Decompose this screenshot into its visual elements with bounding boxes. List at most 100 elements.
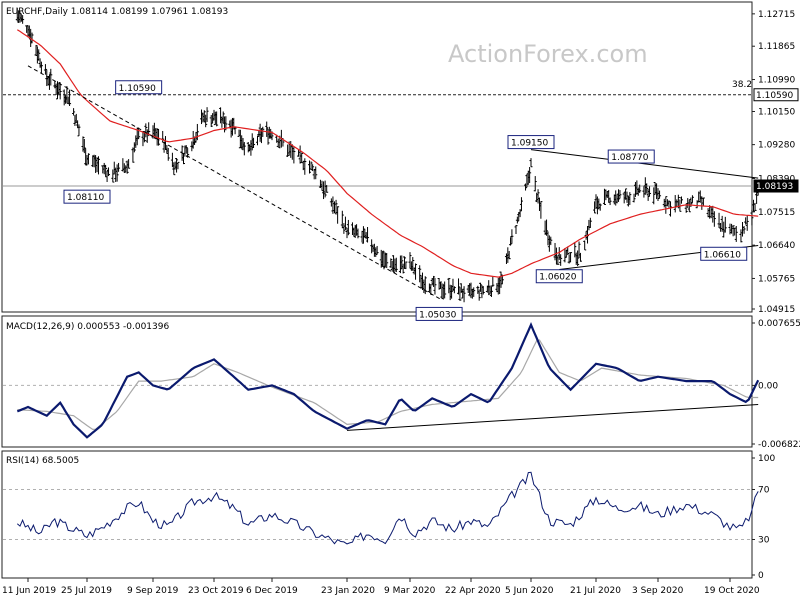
price-label-text: 1.05030	[419, 310, 456, 320]
ohlc-bar	[375, 245, 379, 255]
ohlc-bar	[72, 108, 76, 116]
ohlc-bar	[739, 229, 743, 243]
ohlc-bar	[578, 252, 582, 262]
ohlc-bar	[182, 153, 185, 165]
indicator-lines-layer	[16, 29, 760, 545]
price-label-box	[700, 246, 748, 261]
ohlc-bar	[242, 142, 246, 156]
axes-layer: 1.12715 1.11865 1.10990 1.10150 1.09280 1.083…	[2, 10, 800, 596]
watermark-text: ActionForex.com	[448, 40, 648, 68]
x-tick-label: 25 Jul 2019	[61, 586, 112, 596]
ohlc-bar	[221, 111, 225, 124]
ohlc-bar	[261, 126, 265, 137]
ohlc-bar	[175, 158, 179, 173]
price-y-tick-label: 1.04915	[758, 305, 795, 315]
ohlc-bar	[753, 202, 757, 211]
ohlc-bar	[30, 32, 34, 44]
ohlc-bars-layer	[15, 7, 760, 303]
ohlc-bar	[346, 219, 350, 236]
ohlc-bar	[18, 11, 22, 23]
price-trendline-1	[530, 149, 759, 179]
ohlc-bar	[457, 278, 461, 295]
ohlc-bar	[394, 257, 398, 273]
ohlc-bar	[608, 197, 612, 206]
price-label-box	[115, 80, 163, 95]
ohlc-bar	[115, 164, 119, 182]
x-tick-label: 6 Dec 2019	[246, 586, 298, 596]
ohlc-bar	[86, 153, 90, 165]
ohlc-bar	[137, 127, 141, 140]
ohlc-bar	[205, 107, 209, 122]
ohlc-bar	[323, 180, 327, 198]
ohlc-bar	[334, 199, 338, 215]
x-tick-label: 11 Jun 2019	[2, 586, 56, 596]
ohlc-bar	[336, 206, 340, 224]
price-label-box	[63, 189, 111, 204]
ohlc-bar	[439, 281, 442, 290]
ohlc-bar	[43, 64, 47, 75]
x-tick-label: 9 Mar 2020	[384, 586, 436, 596]
ohlc-bar	[549, 236, 553, 246]
ohlc-bar	[342, 223, 346, 234]
ohlc-bar	[539, 201, 543, 219]
ohlc-bar	[687, 199, 691, 213]
rsi-y-tick-label: 100	[758, 454, 775, 464]
macd-y-tick-label: 0.00	[758, 381, 778, 391]
ohlc-bar	[458, 287, 462, 301]
price-label-box	[507, 135, 555, 150]
ohlc-bar	[34, 44, 38, 56]
macd-panel-title: MACD(12,26,9) 0.000553 -0.001396	[6, 322, 169, 332]
ohlc-bar	[202, 110, 206, 123]
ohlc-bar	[701, 197, 705, 207]
ohlc-bar	[325, 184, 329, 193]
price-y-tick-label: 1.06640	[758, 241, 795, 251]
ohlc-bar	[292, 146, 296, 164]
ohlc-bar	[669, 201, 673, 217]
price-trendline-0	[27, 65, 443, 301]
ohlc-bar	[745, 215, 749, 231]
ohlc-bar	[125, 160, 129, 174]
ohlc-bar	[652, 187, 656, 205]
ohlc-bar	[300, 152, 304, 163]
ohlc-bar	[723, 216, 727, 233]
ohlc-bar	[690, 195, 694, 204]
ohlc-bar	[491, 276, 495, 287]
ohlc-bar	[645, 183, 649, 194]
ohlc-bar	[628, 192, 632, 205]
ohlc-bar	[117, 162, 121, 172]
grid-layer	[3, 94, 751, 540]
ohlc-bar	[679, 196, 683, 204]
price-y-tick-label: 1.10150	[758, 108, 795, 118]
ohlc-bar	[340, 210, 344, 229]
ohlc-bar	[432, 275, 436, 287]
ohlc-bar	[452, 286, 456, 294]
price-y-tick-label: 1.12715	[758, 10, 795, 20]
price-label-text: 1.08770	[611, 153, 648, 163]
ohlc-bar	[49, 68, 53, 86]
ohlc-bar	[366, 227, 370, 243]
ohlc-bar	[311, 164, 315, 172]
macd-y-tick-label: -0.006822	[758, 440, 800, 450]
macd-trendline	[346, 403, 759, 431]
ohlc-bar	[750, 209, 754, 226]
rsi-line	[16, 471, 759, 545]
ohlc-bar	[638, 184, 642, 193]
ohlc-bar	[742, 226, 746, 234]
price-label-box	[607, 149, 655, 164]
ohlc-bar	[734, 226, 738, 242]
ohlc-bar	[583, 240, 587, 251]
ohlc-bar	[658, 190, 662, 199]
price-y-tick-label: 1.10990	[758, 76, 795, 86]
ohlc-bar	[533, 176, 537, 192]
ohlc-bar	[58, 82, 62, 100]
ohlc-bar	[477, 289, 481, 301]
ohlc-bar	[509, 237, 513, 246]
ohlc-bar	[104, 165, 108, 178]
ohlc-bar	[414, 263, 418, 280]
ohlc-bar	[624, 188, 628, 200]
ohlc-bar	[21, 15, 25, 24]
annotations-layer: 1.10590 1.08110 1.09150 1.08770 1.06020 1.066…	[63, 80, 748, 321]
ohlc-bar	[308, 160, 311, 174]
ohlc-bar	[82, 138, 86, 154]
rsi-y-tick-label: 30	[758, 536, 770, 546]
